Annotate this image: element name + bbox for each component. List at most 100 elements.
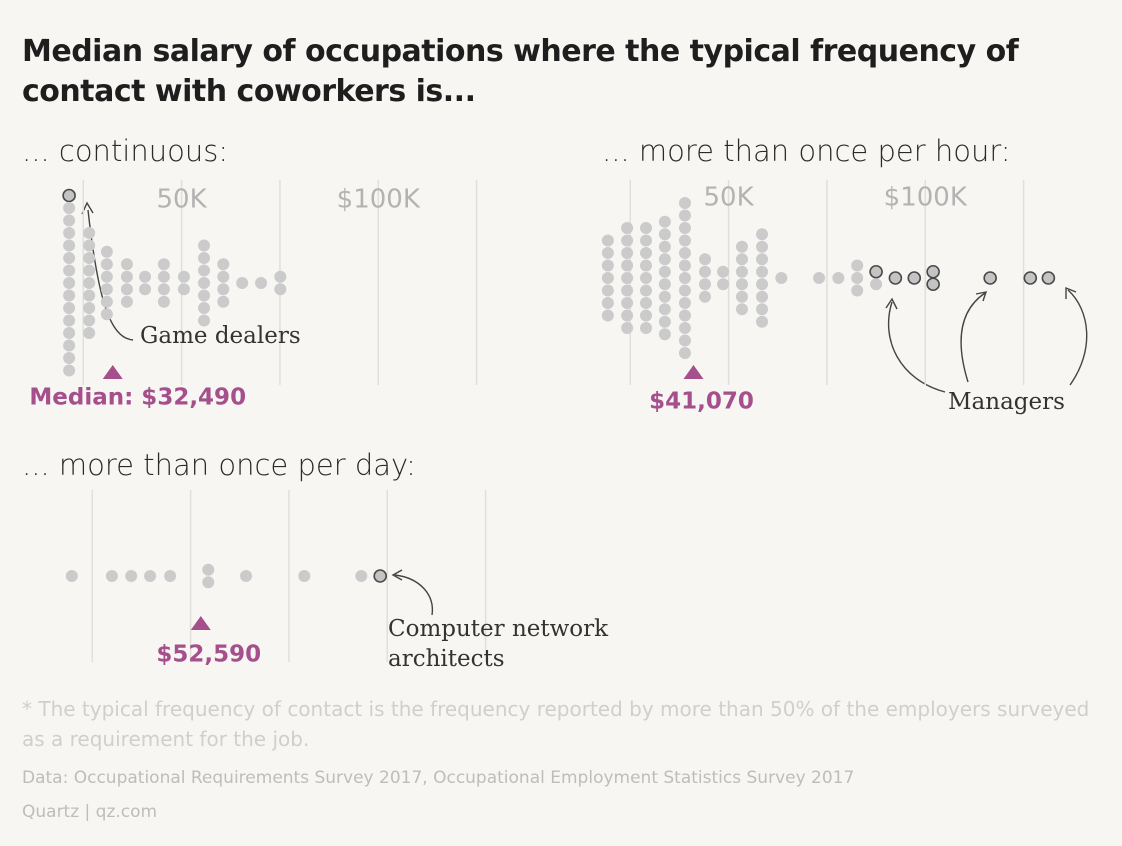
dot [120, 270, 133, 283]
x-tick-label: $100K [337, 185, 421, 215]
dot [217, 258, 230, 271]
highlighted-dot [907, 271, 922, 285]
dot [658, 315, 671, 328]
dot [125, 570, 138, 582]
dot [177, 283, 190, 296]
dot [640, 322, 652, 334]
dot [601, 297, 614, 309]
highlighted-dot [888, 271, 903, 285]
dot [756, 315, 769, 328]
dot [658, 303, 671, 316]
dot [83, 227, 96, 239]
dot [658, 240, 671, 253]
dot [355, 570, 368, 582]
highlighted-dot [926, 277, 940, 292]
dot [144, 570, 157, 582]
dot [678, 197, 691, 209]
median-marker [190, 616, 211, 630]
dot [658, 265, 671, 278]
median-marker [683, 365, 704, 379]
dot [105, 570, 118, 582]
dot [100, 245, 113, 258]
median-label: Median: $32,490 [29, 385, 246, 411]
median-marker [102, 365, 123, 379]
dot [120, 258, 133, 271]
dot [63, 352, 76, 364]
dot [83, 277, 96, 289]
dot [621, 259, 634, 272]
dot [198, 264, 211, 277]
dot [63, 214, 76, 227]
dot [735, 303, 748, 316]
x-tick-label: 50K [704, 183, 755, 213]
dot [120, 283, 133, 296]
annotation: Game dealers [140, 323, 301, 349]
dot [658, 228, 671, 241]
median-label: $41,070 [649, 389, 754, 415]
dot [100, 283, 113, 296]
dot [621, 284, 634, 297]
dot [63, 327, 76, 339]
dot [601, 284, 614, 297]
dot [658, 253, 671, 266]
dot [756, 290, 769, 303]
dot [198, 252, 211, 264]
title: Median salary of occupations where the t… [22, 34, 1019, 109]
dot [601, 234, 614, 247]
dot [298, 570, 311, 582]
credit: Quartz | qz.com [22, 802, 158, 822]
annotation: Computer network [388, 616, 609, 642]
arrow-head [885, 297, 898, 310]
dot [640, 247, 652, 259]
arrow [87, 209, 134, 341]
dot [678, 284, 691, 297]
dot [83, 239, 96, 252]
dot [756, 228, 769, 241]
dot [63, 289, 76, 302]
dot [100, 295, 113, 308]
dot [621, 322, 634, 334]
dot [678, 247, 691, 259]
dot [735, 265, 748, 278]
dot [640, 309, 652, 322]
dot [756, 240, 769, 253]
dot [83, 264, 96, 277]
arrow-head [1065, 286, 1077, 299]
arrow [960, 292, 986, 383]
dot [640, 222, 652, 234]
dot [735, 290, 748, 303]
dot [851, 284, 864, 297]
dot [640, 234, 652, 247]
dot [63, 302, 76, 314]
dot [63, 364, 76, 377]
dot [198, 302, 211, 314]
dot [83, 327, 96, 339]
dot [678, 297, 691, 309]
dot [217, 270, 230, 283]
dot [832, 272, 845, 284]
arrow [1067, 289, 1088, 386]
dot [274, 270, 287, 283]
dot [202, 576, 215, 589]
dot [139, 283, 152, 296]
dot [83, 252, 96, 264]
dot [65, 570, 78, 582]
dot [63, 339, 76, 352]
dot [100, 270, 113, 283]
dot [756, 265, 769, 278]
dot [198, 239, 211, 252]
dot [621, 309, 634, 322]
arrow [394, 574, 434, 616]
x-tick-label: 50K [157, 185, 208, 215]
dot [851, 259, 864, 272]
dot [735, 253, 748, 266]
dot [678, 334, 691, 347]
dot [255, 277, 268, 289]
dot [157, 270, 170, 283]
dot [63, 314, 76, 327]
dot [678, 209, 691, 222]
dot [640, 272, 652, 284]
dot [678, 347, 691, 359]
dot [621, 247, 634, 259]
